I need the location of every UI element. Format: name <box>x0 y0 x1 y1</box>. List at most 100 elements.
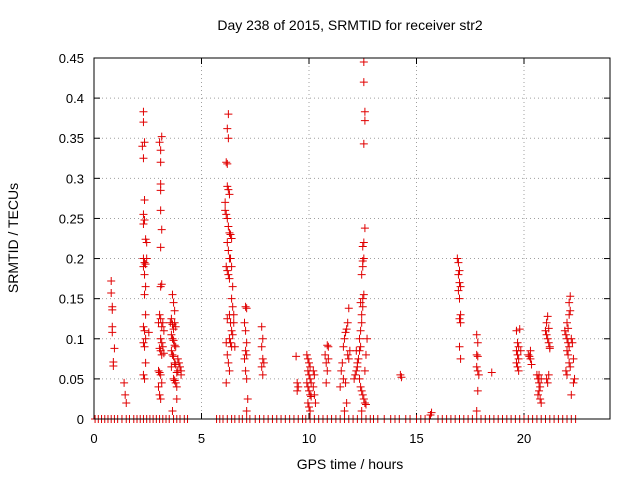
data-point <box>168 334 177 343</box>
data-point <box>227 234 236 243</box>
data-point <box>172 368 181 377</box>
data-point <box>224 270 233 279</box>
data-point <box>226 230 235 239</box>
data-point <box>139 154 148 163</box>
data-point <box>343 350 352 359</box>
data-point <box>473 338 482 347</box>
data-point <box>358 242 367 251</box>
data-point <box>258 354 267 363</box>
data-point <box>454 286 463 295</box>
data-point <box>359 139 368 148</box>
data-point <box>169 374 178 383</box>
data-point <box>154 366 163 375</box>
data-point <box>230 342 239 351</box>
data-point <box>455 294 464 303</box>
data-point <box>156 370 165 379</box>
data-point <box>353 358 362 367</box>
data-point <box>167 314 176 323</box>
data-point <box>225 274 234 283</box>
x-tick-label: 20 <box>517 431 531 446</box>
data-point <box>359 58 368 67</box>
data-point <box>303 354 312 363</box>
data-point <box>157 338 166 347</box>
data-point <box>141 334 150 343</box>
data-point <box>174 358 183 367</box>
data-point <box>223 182 232 191</box>
data-point <box>359 78 368 87</box>
data-point <box>456 310 465 319</box>
data-point <box>570 374 579 383</box>
data-point <box>358 302 367 311</box>
data-point <box>156 206 165 215</box>
data-point <box>306 362 315 371</box>
data-point <box>359 394 368 403</box>
data-point <box>535 370 544 379</box>
data-point <box>455 342 464 351</box>
data-point <box>360 398 369 407</box>
data-point <box>139 262 148 271</box>
data-point <box>107 289 116 298</box>
data-point <box>514 354 523 363</box>
data-point <box>311 398 320 407</box>
data-point <box>223 314 232 323</box>
data-point <box>344 354 353 363</box>
data-point <box>221 206 230 215</box>
data-point <box>303 398 312 407</box>
data-point <box>228 330 237 339</box>
data-point <box>565 298 574 307</box>
data-point <box>356 298 365 307</box>
data-point <box>565 310 574 319</box>
data-point <box>567 334 576 343</box>
data-point <box>222 158 231 167</box>
data-point <box>168 290 177 299</box>
data-point <box>167 362 176 371</box>
data-point <box>156 394 165 403</box>
data-point <box>110 344 119 353</box>
data-point <box>223 350 232 359</box>
data-point <box>155 390 164 399</box>
data-point <box>323 366 332 375</box>
data-point <box>242 338 251 347</box>
data-point <box>228 282 237 291</box>
data-point <box>472 406 481 415</box>
data-point <box>533 390 542 399</box>
data-point <box>139 338 148 347</box>
data-point <box>170 306 179 315</box>
data-point <box>242 350 251 359</box>
data-point <box>564 324 573 333</box>
data-point <box>307 392 316 401</box>
data-point <box>171 322 180 331</box>
data-point <box>355 334 364 343</box>
data-point <box>561 366 570 375</box>
data-point <box>140 216 149 225</box>
data-point <box>356 326 365 335</box>
data-point <box>542 374 551 383</box>
data-point <box>171 342 180 351</box>
data-point <box>223 124 232 133</box>
data-point <box>169 298 178 307</box>
data-point <box>566 362 575 371</box>
data-point <box>537 398 546 407</box>
data-point <box>473 352 482 361</box>
data-point <box>242 374 251 383</box>
data-point <box>168 406 177 415</box>
data-point <box>140 342 149 351</box>
data-point <box>241 366 250 375</box>
x-tick-label: 0 <box>90 431 97 446</box>
data-point <box>224 222 233 231</box>
data-point <box>156 243 165 252</box>
data-point <box>176 362 184 371</box>
data-point <box>222 338 231 347</box>
data-point <box>223 238 232 247</box>
data-point <box>221 198 230 207</box>
data-point <box>357 270 366 279</box>
data-point <box>473 386 482 395</box>
data-point <box>306 374 315 383</box>
data-point <box>563 370 571 379</box>
data-point <box>515 325 524 334</box>
data-point <box>141 358 150 367</box>
data-point <box>360 224 369 233</box>
data-point <box>543 312 552 321</box>
y-tick-label: 0.1 <box>66 332 84 347</box>
data-point <box>341 328 350 337</box>
